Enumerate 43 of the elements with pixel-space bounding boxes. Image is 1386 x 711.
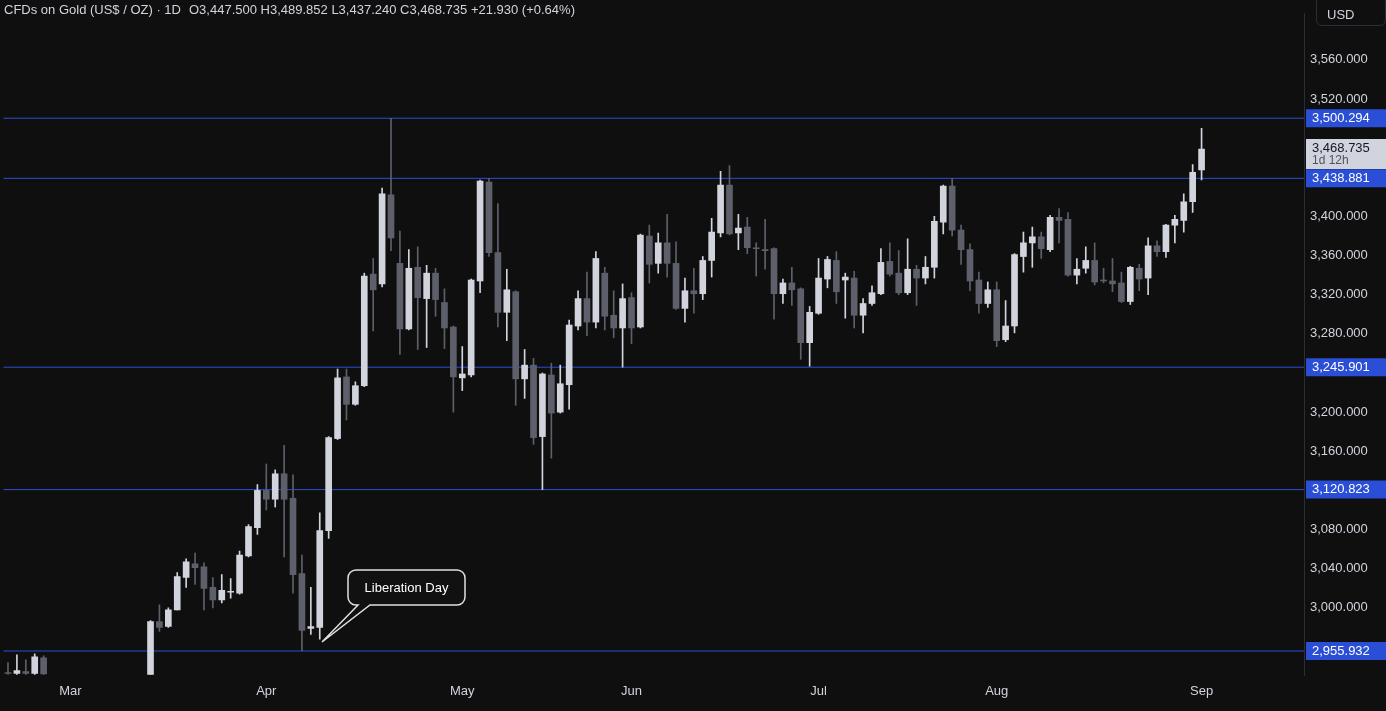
ref-line-label: 3,120.823 bbox=[1312, 481, 1370, 497]
candlestick bbox=[752, 242, 760, 277]
y-tick-label: 3,040.000 bbox=[1310, 560, 1368, 576]
y-tick-label: 3,520.000 bbox=[1310, 90, 1368, 106]
text: 3,468.735 bbox=[1312, 139, 1370, 155]
text: 1d 12h bbox=[1312, 153, 1349, 168]
x-tick-label: Jul bbox=[810, 682, 827, 698]
candlestick bbox=[227, 578, 235, 599]
y-tick-label: 3,160.000 bbox=[1310, 442, 1368, 458]
ref-line-label: 2,955.932 bbox=[1312, 642, 1370, 658]
candlestick bbox=[262, 463, 270, 511]
y-axis-title: USD bbox=[1316, 0, 1386, 26]
candlestick bbox=[13, 654, 21, 675]
candlestick bbox=[761, 219, 769, 270]
y-tick-label: 3,560.000 bbox=[1310, 51, 1368, 67]
y-tick-label: 3,280.000 bbox=[1310, 325, 1368, 341]
candlestick bbox=[4, 662, 12, 675]
candlestick bbox=[690, 267, 698, 314]
y-tick-label: 3,320.000 bbox=[1310, 286, 1368, 302]
candlestick bbox=[22, 659, 30, 675]
y-tick-label: 3,200.000 bbox=[1310, 403, 1368, 419]
chart-title: CFDs on Gold (US$ / OZ) · 1D bbox=[4, 2, 181, 17]
y-tick-label: 3,360.000 bbox=[1310, 247, 1368, 263]
y-tick-label: 3,080.000 bbox=[1310, 521, 1368, 537]
x-tick-label: Sep bbox=[1190, 682, 1214, 698]
candlestick bbox=[369, 258, 377, 332]
candlestick bbox=[280, 445, 288, 558]
ref-line-label: 3,438.881 bbox=[1312, 169, 1370, 185]
y-tick-label: 3,000.000 bbox=[1310, 599, 1368, 615]
candlestick bbox=[307, 586, 315, 635]
candlestick bbox=[191, 552, 199, 585]
x-tick-label: Mar bbox=[59, 682, 83, 698]
y-tick-label: 3,400.000 bbox=[1310, 207, 1368, 223]
ref-line-label: 3,500.294 bbox=[1312, 109, 1370, 125]
x-tick-label: May bbox=[449, 682, 476, 698]
x-tick-label: Jun bbox=[621, 682, 642, 698]
chart-subtitle: O3,447.500 H3,489.852 L3,437.240 C3,468.735 +21.930 (+0.64%) bbox=[188, 2, 575, 17]
annotation: Liberation Day bbox=[363, 579, 450, 597]
candlestick bbox=[458, 346, 466, 391]
x-tick-label: Aug bbox=[985, 682, 1009, 698]
x-tick-label: Apr bbox=[256, 682, 278, 698]
ref-line-label: 3,245.901 bbox=[1312, 358, 1370, 374]
candlestick bbox=[1055, 208, 1063, 244]
